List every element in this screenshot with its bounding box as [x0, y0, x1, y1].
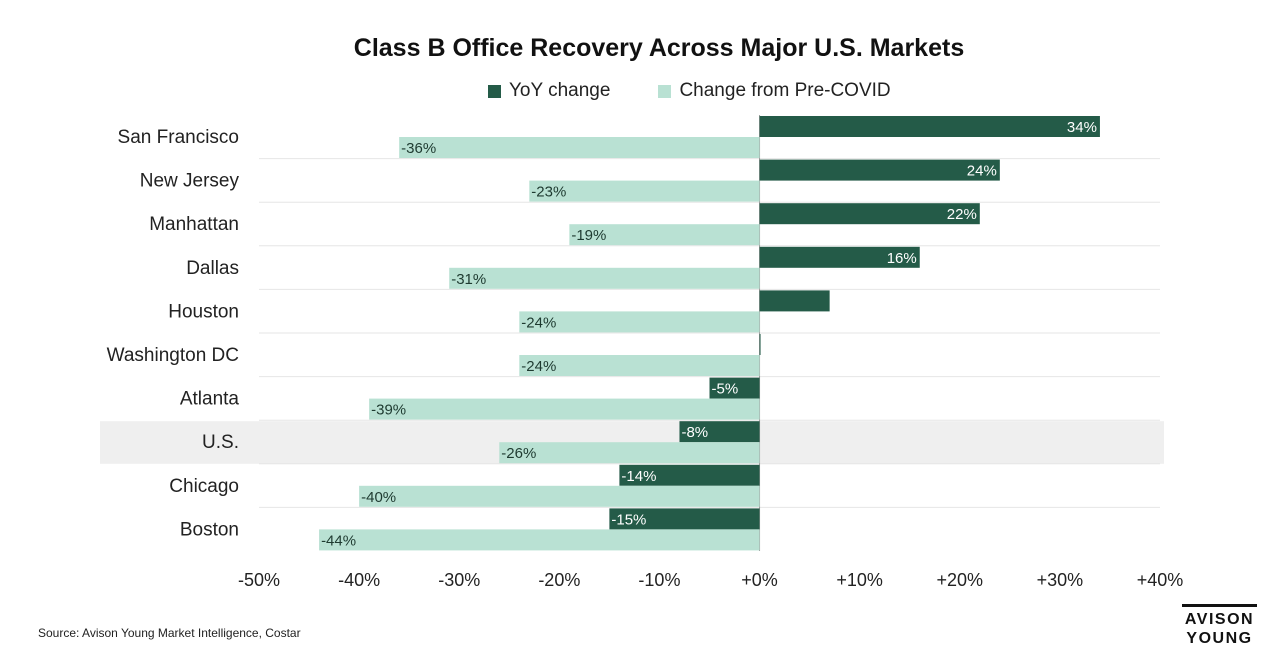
x-tick-label: +20%	[937, 570, 984, 590]
data-label-precovid: -26%	[501, 445, 536, 462]
chart-legend: YoY change Change from Pre-COVID	[488, 80, 939, 102]
category-label: Atlanta	[180, 389, 240, 410]
x-tick-label: -30%	[438, 570, 480, 590]
x-tick-label: -10%	[638, 570, 680, 590]
data-label-precovid: -24%	[521, 314, 556, 331]
data-label-yoy: -5%	[712, 381, 739, 398]
data-label-yoy: 24%	[967, 163, 997, 180]
bar-yoy-change	[619, 464, 760, 486]
bar-change-from-precovid	[529, 180, 760, 202]
category-label: New Jersey	[140, 171, 240, 192]
bar-change-from-precovid	[399, 137, 760, 158]
category-label: U.S.	[202, 432, 239, 453]
bar-change-from-precovid	[519, 355, 760, 376]
data-label-precovid: -19%	[571, 227, 606, 244]
bar-change-from-precovid	[319, 529, 760, 551]
bar-change-from-precovid	[449, 267, 760, 289]
x-tick-label: +10%	[836, 570, 883, 590]
bar-yoy-change	[759, 116, 1100, 137]
data-label-yoy: -15%	[611, 511, 646, 528]
data-label-yoy: -14%	[621, 468, 656, 485]
category-label: Dallas	[186, 258, 239, 279]
bar-change-from-precovid	[369, 398, 760, 420]
legend-label-yoy: YoY change	[509, 80, 611, 101]
category-label: Boston	[180, 519, 239, 540]
bar-yoy-change	[679, 421, 760, 443]
data-label-precovid: -44%	[321, 532, 356, 549]
x-tick-label: -20%	[538, 570, 580, 590]
data-label-yoy: 22%	[947, 206, 977, 223]
legend-item-precovid: Change from Pre-COVID	[658, 80, 891, 102]
category-label: Manhattan	[149, 214, 239, 235]
legend-swatch-precovid	[658, 84, 672, 98]
bar-change-from-precovid	[569, 224, 760, 246]
bar-yoy-change	[759, 246, 920, 268]
data-label-precovid: -24%	[521, 358, 556, 375]
logo-line-1: AVISON	[1184, 611, 1255, 628]
source-note: Source: Avison Young Market Intelligence…	[38, 626, 301, 640]
data-label-precovid: -40%	[361, 489, 396, 506]
x-tick-label: -40%	[338, 570, 380, 590]
x-tick-label: +0%	[741, 570, 778, 590]
bar-yoy-change	[759, 334, 761, 355]
bar-yoy-change	[759, 203, 980, 225]
data-label-precovid: -39%	[371, 402, 406, 419]
data-label-precovid: -36%	[401, 140, 436, 157]
legend-label-precovid: Change from Pre-COVID	[679, 80, 891, 101]
bar-yoy-change	[709, 377, 760, 399]
bar-yoy-change	[759, 290, 830, 312]
bar-chart: San Francisco 34% -36% New Jersey 24% -23% Man…	[100, 115, 1184, 590]
data-label-yoy: -8%	[681, 424, 708, 441]
logo-line-2: YOUNG	[1186, 630, 1253, 647]
legend-item-yoy: YoY change	[488, 80, 610, 102]
category-label: Houston	[168, 301, 239, 322]
bar-change-from-precovid	[499, 442, 760, 464]
x-tick-label: -50%	[238, 570, 280, 590]
x-tick-label: +30%	[1037, 570, 1084, 590]
category-label: Chicago	[169, 476, 239, 497]
data-label-yoy: 34%	[1067, 119, 1097, 136]
category-label: San Francisco	[118, 127, 239, 148]
bar-yoy-change	[759, 159, 1000, 181]
data-label-precovid: -31%	[451, 271, 486, 288]
data-label-yoy: 16%	[887, 250, 917, 267]
chart-title: Class B Office Recovery Across Major U.S…	[353, 34, 965, 62]
bar-change-from-precovid	[519, 311, 760, 333]
bar-yoy-change	[609, 508, 760, 530]
avison-young-logo: AVISON YOUNG	[1182, 604, 1257, 648]
legend-swatch-yoy	[488, 84, 501, 98]
x-tick-label: +40%	[1137, 570, 1184, 590]
data-label-precovid: -23%	[531, 184, 566, 201]
category-label: Washington DC	[107, 345, 239, 366]
bar-change-from-precovid	[359, 485, 760, 507]
